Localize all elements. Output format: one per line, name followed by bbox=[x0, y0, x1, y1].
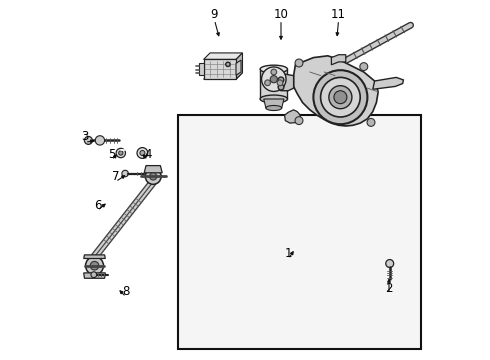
Polygon shape bbox=[260, 69, 288, 99]
Polygon shape bbox=[204, 73, 243, 79]
Bar bbox=[178, 115, 421, 349]
Circle shape bbox=[367, 118, 375, 126]
Polygon shape bbox=[236, 60, 241, 75]
Polygon shape bbox=[84, 255, 105, 258]
Polygon shape bbox=[84, 273, 105, 278]
Circle shape bbox=[119, 151, 123, 155]
Text: 6: 6 bbox=[94, 199, 101, 212]
Circle shape bbox=[86, 257, 103, 275]
Text: 4: 4 bbox=[144, 148, 151, 161]
Polygon shape bbox=[294, 56, 378, 126]
Circle shape bbox=[278, 77, 284, 83]
Circle shape bbox=[90, 261, 99, 270]
Polygon shape bbox=[144, 166, 162, 173]
Circle shape bbox=[277, 80, 283, 86]
Text: 1: 1 bbox=[285, 247, 292, 260]
Text: 8: 8 bbox=[122, 285, 130, 298]
Circle shape bbox=[295, 117, 303, 125]
Circle shape bbox=[314, 70, 368, 124]
Circle shape bbox=[295, 59, 303, 67]
Circle shape bbox=[271, 69, 277, 75]
Circle shape bbox=[91, 272, 97, 278]
Circle shape bbox=[386, 260, 393, 267]
Circle shape bbox=[95, 136, 104, 145]
Circle shape bbox=[270, 76, 277, 83]
Polygon shape bbox=[264, 99, 284, 108]
Circle shape bbox=[265, 80, 270, 86]
Polygon shape bbox=[199, 63, 204, 75]
Circle shape bbox=[329, 86, 352, 109]
Text: 10: 10 bbox=[273, 8, 289, 21]
Text: 2: 2 bbox=[385, 282, 393, 294]
Circle shape bbox=[334, 91, 347, 104]
Circle shape bbox=[278, 84, 284, 90]
Circle shape bbox=[360, 63, 368, 71]
Circle shape bbox=[149, 173, 157, 180]
Circle shape bbox=[84, 136, 92, 144]
Polygon shape bbox=[373, 77, 403, 89]
Polygon shape bbox=[204, 59, 236, 79]
Circle shape bbox=[122, 170, 128, 177]
Ellipse shape bbox=[260, 65, 288, 73]
Text: 7: 7 bbox=[112, 170, 119, 183]
Circle shape bbox=[226, 62, 230, 67]
Circle shape bbox=[137, 148, 148, 158]
Polygon shape bbox=[331, 55, 346, 65]
Circle shape bbox=[145, 168, 161, 184]
Text: 5: 5 bbox=[108, 148, 116, 161]
Ellipse shape bbox=[266, 105, 282, 111]
Polygon shape bbox=[236, 53, 243, 79]
Polygon shape bbox=[275, 74, 294, 91]
Polygon shape bbox=[285, 110, 301, 123]
Ellipse shape bbox=[260, 95, 288, 103]
Polygon shape bbox=[204, 53, 243, 59]
Text: 11: 11 bbox=[331, 8, 346, 21]
Circle shape bbox=[262, 67, 286, 91]
Text: 3: 3 bbox=[81, 130, 89, 143]
Circle shape bbox=[320, 77, 360, 117]
Circle shape bbox=[116, 148, 125, 158]
Text: 9: 9 bbox=[211, 8, 218, 21]
Circle shape bbox=[140, 150, 145, 156]
